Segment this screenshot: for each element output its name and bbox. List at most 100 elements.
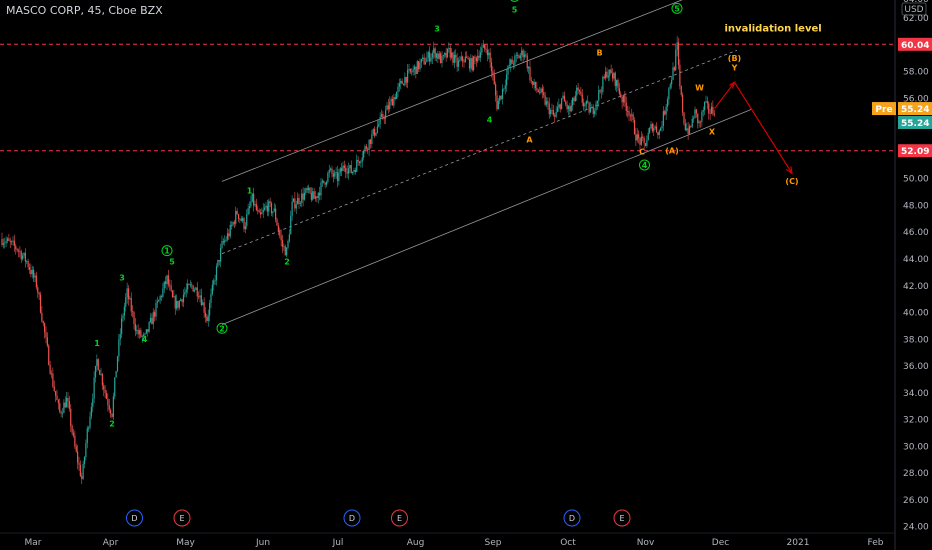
candle-body xyxy=(497,101,499,110)
candle-body xyxy=(639,138,641,145)
event-marker-circle xyxy=(563,509,581,527)
wave-label: 1 xyxy=(164,247,170,256)
event-marker-label: D xyxy=(569,514,575,523)
candle-body xyxy=(218,260,220,262)
candle-body xyxy=(16,249,18,251)
price-tag-prefix-box xyxy=(872,102,896,116)
candle-body xyxy=(356,159,358,172)
projection-line xyxy=(714,81,793,174)
candle-body xyxy=(232,222,234,226)
candle-body xyxy=(93,377,95,399)
candle-body xyxy=(110,409,112,414)
y-tick-label: 56.00 xyxy=(903,94,929,104)
candle-body xyxy=(633,119,636,135)
candle-body xyxy=(587,101,589,103)
candle-body xyxy=(66,397,68,408)
candle-body xyxy=(169,284,171,286)
candle-body xyxy=(453,54,455,63)
candle-body xyxy=(473,56,475,71)
candle-body xyxy=(420,59,422,63)
candle-body xyxy=(74,435,76,447)
candle-body xyxy=(4,242,6,244)
candle-body xyxy=(451,52,453,58)
candle-body xyxy=(204,312,207,317)
candle-body xyxy=(547,101,549,104)
candle-body xyxy=(220,247,222,262)
wave-label-circle xyxy=(639,159,650,171)
candle-body xyxy=(125,297,127,307)
event-marker-label: D xyxy=(131,514,137,523)
candle-body xyxy=(570,105,572,112)
candle-body xyxy=(396,91,398,99)
candle-body xyxy=(182,294,185,303)
candle-body xyxy=(215,266,218,281)
candle-body xyxy=(419,62,421,70)
wave-label: Y xyxy=(731,63,738,72)
event-marker-circle xyxy=(126,509,143,527)
candle-body xyxy=(202,302,204,306)
event-marker-label: E xyxy=(397,514,402,523)
candle-body xyxy=(162,288,164,297)
candle-body xyxy=(511,59,513,64)
candle-body xyxy=(61,412,64,414)
candle-body xyxy=(477,55,479,62)
candle-body xyxy=(188,284,190,285)
candle-body xyxy=(266,205,268,212)
candle-body xyxy=(292,198,295,202)
y-tick-label: 38.00 xyxy=(903,335,929,345)
candle-body xyxy=(342,165,344,172)
candlesticks xyxy=(1,35,715,484)
candle-body xyxy=(426,57,428,63)
wave-label: W xyxy=(695,83,704,92)
candle-body xyxy=(651,124,653,132)
candle-body xyxy=(160,296,163,297)
candle-body xyxy=(488,52,490,56)
candle-body xyxy=(525,54,527,56)
candle-body xyxy=(229,224,231,237)
candle-body xyxy=(558,104,560,108)
candle-body xyxy=(408,68,410,70)
candle-body xyxy=(23,252,25,256)
candle-body xyxy=(584,104,586,107)
candle-body xyxy=(596,100,598,104)
candle-body xyxy=(367,148,369,150)
candle-body xyxy=(562,95,564,99)
candle-body xyxy=(372,128,374,135)
candle-body xyxy=(320,182,322,196)
candle-body xyxy=(261,212,263,215)
candle-body xyxy=(694,109,696,119)
candle-body xyxy=(664,111,666,115)
candle-body xyxy=(397,86,399,92)
price-tag-value: 60.04 xyxy=(901,41,929,51)
candle-body xyxy=(130,298,132,312)
candle-body xyxy=(298,197,300,204)
x-tick-label: Oct xyxy=(560,538,576,548)
wave-label: 3 xyxy=(119,273,125,282)
event-marker-circle xyxy=(343,509,361,527)
y-tick-label: 40.00 xyxy=(903,309,929,319)
candle-body xyxy=(239,218,241,220)
candle-body xyxy=(217,260,219,267)
candle-body xyxy=(176,300,178,309)
candle-body xyxy=(591,107,593,109)
candle-body xyxy=(246,214,248,227)
y-tick-label: 42.00 xyxy=(903,282,929,292)
candle-body xyxy=(283,246,285,248)
candle-body xyxy=(308,187,310,190)
candle-body xyxy=(632,114,634,120)
candle-body xyxy=(463,61,465,63)
candle-body xyxy=(56,395,58,401)
candle-body xyxy=(314,196,317,199)
candle-body xyxy=(364,146,366,151)
candle-body xyxy=(222,241,224,243)
candle-body xyxy=(616,80,618,87)
candle-body xyxy=(94,365,97,378)
y-tick-label: 44.00 xyxy=(903,255,929,265)
candle-body xyxy=(363,150,365,158)
candle-body xyxy=(177,300,179,308)
candle-body xyxy=(357,159,359,162)
candle-body xyxy=(594,110,596,114)
candle-body xyxy=(470,58,472,69)
